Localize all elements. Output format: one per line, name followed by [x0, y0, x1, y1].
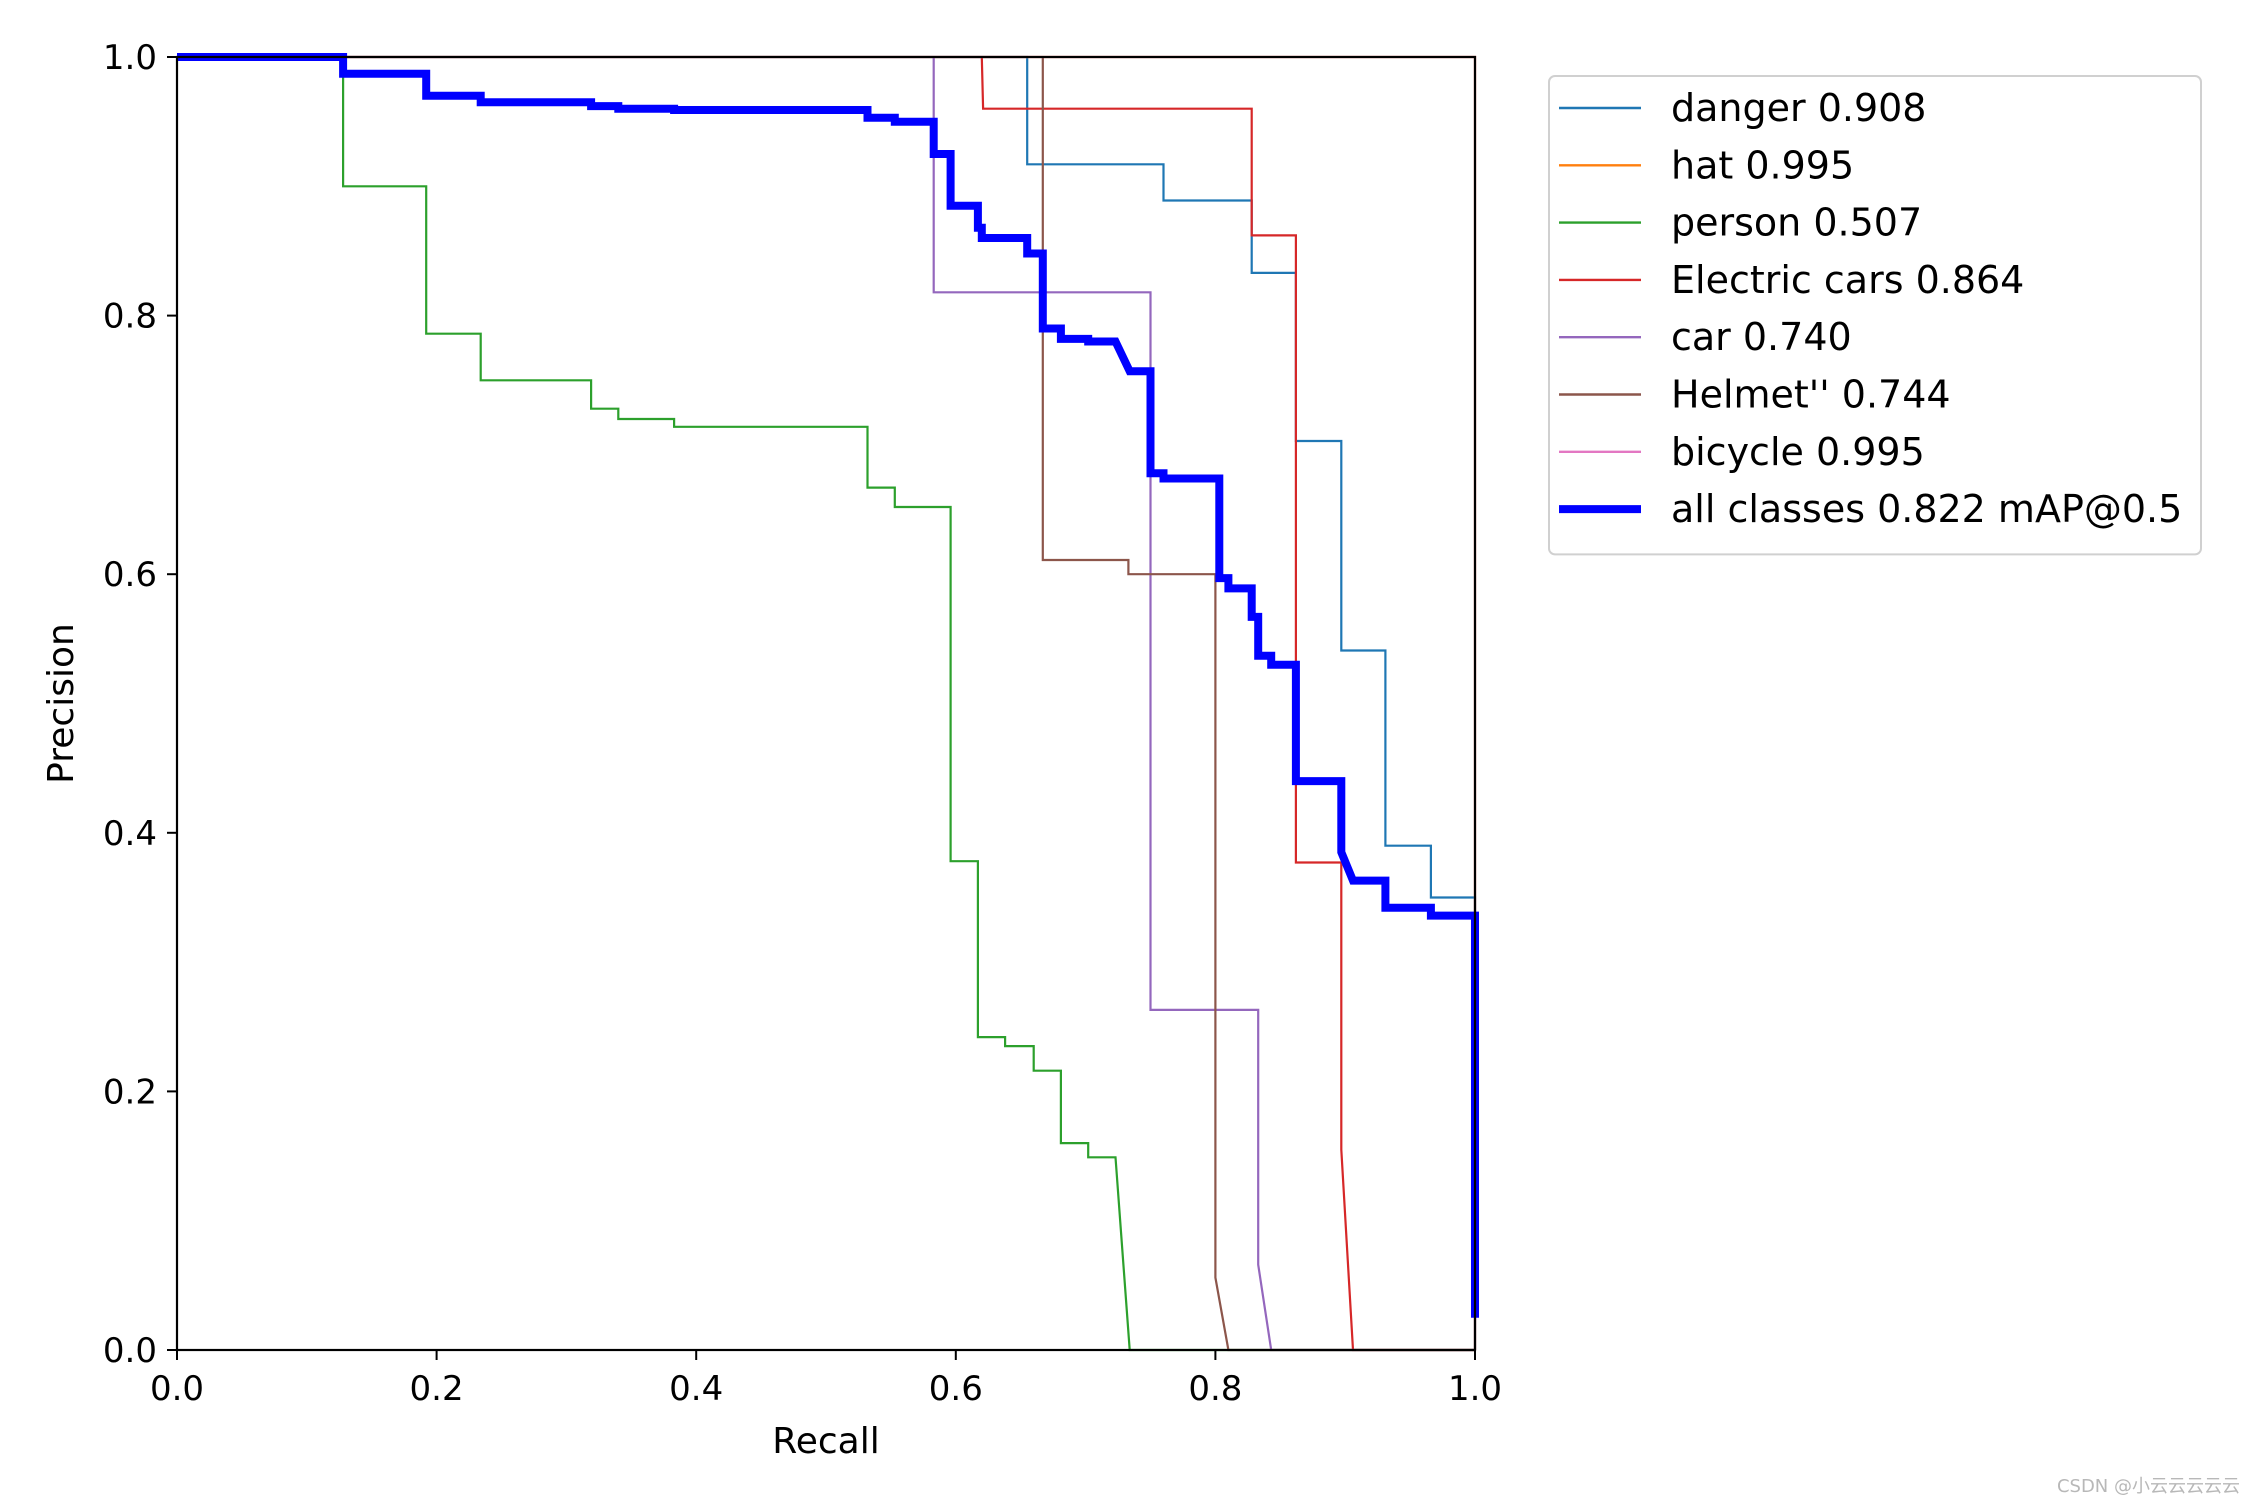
x-tick-label: 0.6 [929, 1369, 983, 1409]
plot-frame [175, 55, 1477, 1352]
x-tick-label: 0.2 [410, 1369, 464, 1409]
y-tick-label: 0.4 [103, 814, 157, 854]
series-line-7 [177, 53, 1479, 1318]
y-tick-label: 1.0 [103, 38, 157, 78]
axes: 0.0 0.2 0.4 0.6 0.8 1.0 0.0 0.2 0.4 0.6 0.8 1.0 [103, 38, 1502, 1409]
series-line-3 [980, 56, 1475, 1352]
legend-label-1: hat 0.995 [1671, 143, 1854, 187]
y-tick-label: 0.6 [103, 555, 157, 595]
x-tick-label: 0.8 [1188, 1369, 1242, 1409]
legend-label-7: all classes 0.822 mAP@0.5 [1671, 487, 2182, 531]
x-axis-label: Recall [772, 1421, 879, 1462]
y-tick-label: 0.2 [103, 1072, 157, 1112]
legend-label-2: person 0.507 [1671, 201, 1922, 245]
series-line-2 [177, 55, 1475, 1352]
y-tick-label: 0.0 [103, 1331, 157, 1371]
x-tick-label: 0.4 [669, 1369, 723, 1409]
watermark: CSDN @小云云云云云 [2057, 1476, 2240, 1497]
legend-label-4: car 0.740 [1671, 315, 1852, 359]
x-tick-label: 1.0 [1448, 1369, 1502, 1409]
series-line-4 [932, 57, 1475, 1352]
legend-label-3: Electric cars 0.864 [1671, 258, 2024, 302]
x-tick-label: 0.0 [150, 1369, 204, 1409]
legend-label-0: danger 0.908 [1671, 86, 1926, 130]
legend-box [1548, 75, 2202, 556]
legend-label-5: Helmet'' 0.744 [1671, 373, 1951, 417]
y-axis-label: Precision [41, 623, 82, 784]
legend-label-6: bicycle 0.995 [1671, 430, 1925, 474]
series-line-5 [1041, 57, 1475, 1352]
y-tick-label: 0.8 [103, 297, 157, 337]
legend: danger 0.908 hat 0.995 person 0.507 Electri… [1548, 75, 2202, 556]
